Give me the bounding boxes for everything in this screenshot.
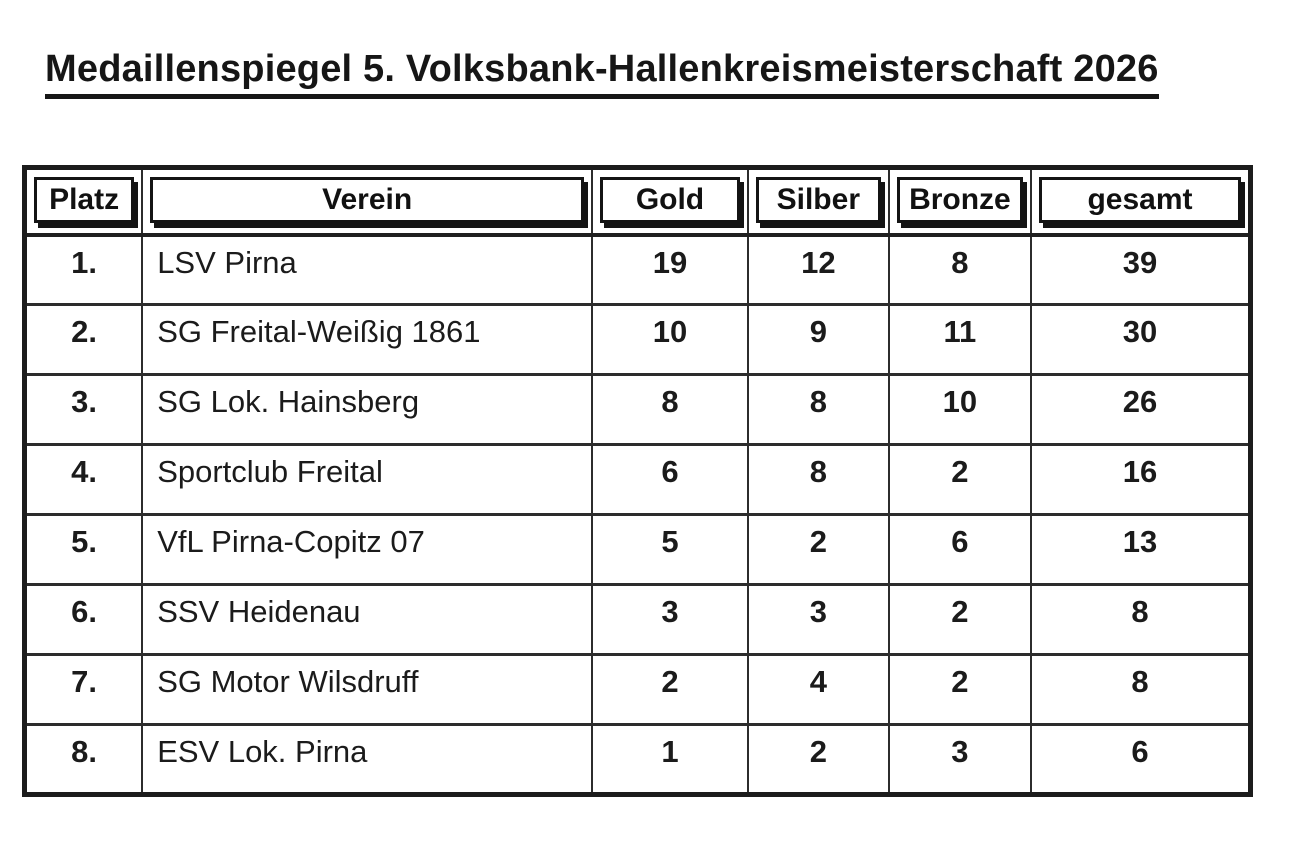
verein-cell: Sportclub Freital [141,443,594,516]
gold-cell: 10 [591,303,749,376]
platz-cell: 8. [23,723,144,796]
verein-cell: SSV Heidenau [141,583,594,656]
table-body: 1. LSV Pirna 19 12 8 39 2. SG Freital-We… [23,233,1252,796]
header-box-platz: Platz [34,176,135,223]
bronze-cell: 11 [887,303,1033,376]
bronze-cell: 3 [887,723,1033,796]
table-row: 2. SG Freital-Weißig 1861 10 9 11 30 [23,303,1252,376]
verein-cell: VfL Pirna-Copitz 07 [141,513,594,586]
header-box-silber: Silber [755,176,881,223]
silber-cell: 2 [746,513,890,586]
verein-cell: SG Motor Wilsdruff [141,653,594,726]
header-box-verein: Verein [150,176,585,223]
verein-cell: ESV Lok. Pirna [141,723,594,796]
gesamt-cell: 39 [1030,233,1252,306]
platz-cell: 7. [23,653,144,726]
header-cell-platz: Platz [23,166,144,237]
header-cell-gesamt: gesamt [1030,166,1252,237]
table-row: 8. ESV Lok. Pirna 1 2 3 6 [23,723,1252,796]
platz-cell: 1. [23,233,144,306]
table-row: 3. SG Lok. Hainsberg 8 8 10 26 [23,373,1252,446]
gold-cell: 2 [591,653,749,726]
platz-cell: 4. [23,443,144,516]
gold-cell: 1 [591,723,749,796]
header-box-gold: Gold [600,176,740,223]
gesamt-cell: 30 [1030,303,1252,376]
silber-cell: 8 [746,443,890,516]
silber-cell: 8 [746,373,890,446]
silber-cell: 9 [746,303,890,376]
platz-cell: 5. [23,513,144,586]
silber-cell: 12 [746,233,890,306]
verein-cell: LSV Pirna [141,233,594,306]
gold-cell: 19 [591,233,749,306]
header-box-bronze: Bronze [896,176,1024,223]
medal-table: Platz Verein Gold Silber Bronze gesamt [22,165,1253,797]
table-row: 5. VfL Pirna-Copitz 07 5 2 6 13 [23,513,1252,586]
platz-cell: 3. [23,373,144,446]
gesamt-cell: 16 [1030,443,1252,516]
silber-cell: 3 [746,583,890,656]
bronze-cell: 2 [887,443,1033,516]
header-cell-verein: Verein [141,166,594,237]
platz-cell: 2. [23,303,144,376]
table-row: 7. SG Motor Wilsdruff 2 4 2 8 [23,653,1252,726]
platz-cell: 6. [23,583,144,656]
bronze-cell: 8 [887,233,1033,306]
gesamt-cell: 6 [1030,723,1252,796]
verein-cell: SG Freital-Weißig 1861 [141,303,594,376]
gesamt-cell: 8 [1030,653,1252,726]
bronze-cell: 10 [887,373,1033,446]
gold-cell: 8 [591,373,749,446]
silber-cell: 2 [746,723,890,796]
table-row: 4. Sportclub Freital 6 8 2 16 [23,443,1252,516]
header-cell-bronze: Bronze [887,166,1033,237]
gesamt-cell: 13 [1030,513,1252,586]
gold-cell: 6 [591,443,749,516]
bronze-cell: 6 [887,513,1033,586]
gold-cell: 5 [591,513,749,586]
table-header: Platz Verein Gold Silber Bronze gesamt [23,166,1252,237]
header-row: Platz Verein Gold Silber Bronze gesamt [23,166,1252,237]
header-box-gesamt: gesamt [1039,176,1241,223]
silber-cell: 4 [746,653,890,726]
header-cell-silber: Silber [746,166,890,237]
page-title: Medaillenspiegel 5. Volksbank-Hallenkrei… [45,48,1159,99]
gesamt-cell: 26 [1030,373,1252,446]
gesamt-cell: 8 [1030,583,1252,656]
bronze-cell: 2 [887,653,1033,726]
table-row: 1. LSV Pirna 19 12 8 39 [23,233,1252,306]
verein-cell: SG Lok. Hainsberg [141,373,594,446]
header-cell-gold: Gold [591,166,749,237]
bronze-cell: 2 [887,583,1033,656]
table-row: 6. SSV Heidenau 3 3 2 8 [23,583,1252,656]
gold-cell: 3 [591,583,749,656]
